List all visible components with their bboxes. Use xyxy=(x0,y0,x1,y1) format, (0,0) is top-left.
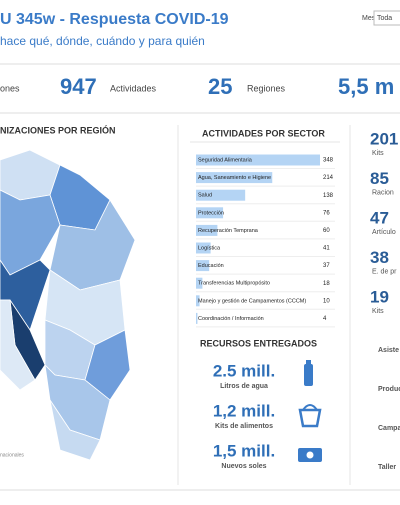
stat-value: 19 xyxy=(370,287,389,306)
bar-label: Seguridad Alimentaria xyxy=(198,157,253,163)
resource-label: Nuevos soles xyxy=(221,463,266,470)
stat-label: E. de pr xyxy=(372,268,397,275)
basket-icon xyxy=(302,404,318,411)
kpi-value: 947 xyxy=(60,74,97,99)
stat-label: Artículo xyxy=(372,229,396,236)
bar xyxy=(196,172,273,184)
bar xyxy=(196,277,203,289)
stat-label: Asiste xyxy=(378,347,399,354)
value-label: 76 xyxy=(323,210,330,216)
filter-dropdown[interactable] xyxy=(373,10,400,26)
bar xyxy=(196,207,224,219)
map-title: NIZACIONES POR REGIÓN xyxy=(0,124,116,135)
value-label: 138 xyxy=(323,193,334,199)
bar-label: Salud xyxy=(198,193,212,199)
bar xyxy=(196,189,246,201)
map xyxy=(0,149,136,461)
bar-label: Logística xyxy=(198,245,221,251)
stat-value: 38 xyxy=(370,248,389,267)
water-icon xyxy=(306,360,311,364)
value-label: 41 xyxy=(323,246,330,252)
kpi-value: 25 xyxy=(208,74,232,99)
icons xyxy=(298,360,322,462)
resource-value: 1,5 mill. xyxy=(213,441,275,460)
stat-label: Kits xyxy=(372,150,384,157)
map-note: nacionales xyxy=(0,452,24,458)
filter-value[interactable]: Toda xyxy=(377,15,392,22)
bar-label: Educación xyxy=(198,263,224,269)
kpi-label: Regiones xyxy=(247,83,286,93)
kpi-label: ones xyxy=(0,83,20,93)
value-label: 37 xyxy=(323,263,330,269)
bar xyxy=(196,312,198,324)
bar-label: Recuperación Temprana xyxy=(198,228,259,234)
value-label: 348 xyxy=(323,158,334,164)
water-icon xyxy=(304,364,313,386)
bar xyxy=(196,242,211,254)
stat-value: 201 xyxy=(370,129,398,148)
bar xyxy=(196,295,200,307)
stat-value: 47 xyxy=(370,208,389,227)
bar-label: Transferencias Multipropósito xyxy=(198,281,270,287)
bar xyxy=(196,260,210,272)
bar-label: Coordinación / Información xyxy=(198,316,264,322)
stat-label: Taller xyxy=(378,464,396,471)
kpi-value: 5,5 m xyxy=(338,74,394,99)
bar-label: Agua, Saneamiento e Higiene xyxy=(198,175,271,181)
value-label: 10 xyxy=(323,298,330,304)
resources-title: RECURSOS ENTREGADOS xyxy=(200,338,317,348)
stat-label: Produc xyxy=(378,386,400,393)
subtitle: hace qué, dónde, cuándo y para quién xyxy=(0,34,205,48)
bar-label: Manejo y gestión de Campamentos (CCCM) xyxy=(198,298,306,304)
basket-icon xyxy=(298,408,322,428)
chart-title: ACTIVIDADES POR SECTOR xyxy=(202,128,325,138)
money-icon xyxy=(306,451,314,459)
stat-label: Campa xyxy=(378,425,400,432)
filter-label: Mes xyxy=(362,15,376,22)
resource-value: 2.5 mill. xyxy=(213,361,275,380)
stat-label: Racion xyxy=(372,189,394,196)
resource-label: Litros de agua xyxy=(220,383,268,390)
value-label: 4 xyxy=(323,316,327,322)
value-label: 60 xyxy=(323,228,330,234)
title: U 345w - Respuesta COVID-19 xyxy=(0,11,229,28)
value-label: 214 xyxy=(323,175,334,181)
stat-label: Kits xyxy=(372,308,384,315)
resource-label: Kits de alimentos xyxy=(215,423,273,430)
bar xyxy=(196,224,218,236)
value-label: 18 xyxy=(323,281,330,287)
kpi-label: Actividades xyxy=(110,83,157,93)
bar-label: Protección xyxy=(198,210,224,216)
bar xyxy=(196,154,320,166)
resource-value: 1,2 mill. xyxy=(213,401,275,420)
stat-value: 85 xyxy=(370,169,389,188)
